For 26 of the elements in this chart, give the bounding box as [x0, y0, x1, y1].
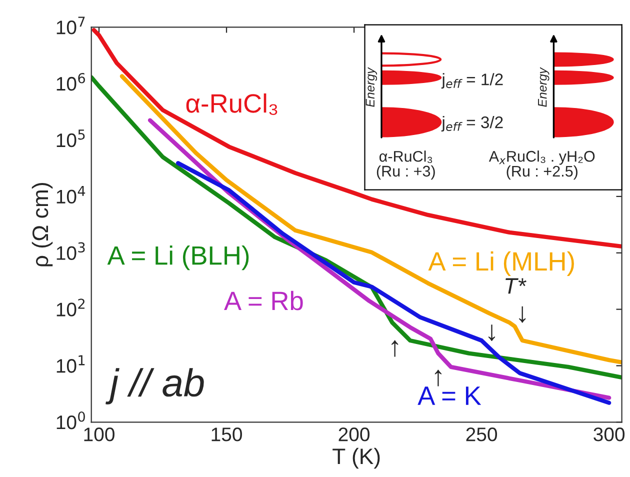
- x-tick-label: 200: [338, 428, 370, 442]
- y-tick-label: 10$^{1}$: [56, 355, 85, 373]
- annotation: ↓: [488, 324, 495, 342]
- series-label: A = Rb: [224, 290, 303, 310]
- annotation: j // ab: [106, 368, 204, 404]
- annotation: ↓: [519, 306, 526, 323]
- series-label: A = Li (BLH): [107, 245, 249, 270]
- annotation: T*: [506, 278, 526, 294]
- y-axis-title: ρ (Ω cm): [32, 183, 53, 266]
- y-tick-label: 10$^{2}$: [56, 298, 84, 316]
- x-tick-label: 250: [466, 428, 498, 442]
- y-tick-label: 10$^{5}$: [56, 130, 85, 148]
- x-axis-title: T (K): [332, 448, 380, 469]
- x-tick-label: 300: [594, 428, 625, 442]
- y-tick-label: 10$^{4}$: [56, 186, 86, 204]
- series-label: A = K: [418, 386, 482, 405]
- x-tick-label: 150: [212, 428, 242, 442]
- annotation: ↑: [392, 340, 398, 357]
- y-tick-label: 10$^{3}$: [56, 242, 85, 260]
- series-label: A = Li (MLH): [428, 251, 574, 276]
- y-tick-label: 10$^{7}$: [56, 16, 85, 34]
- x-tick-label: 100: [84, 428, 114, 442]
- legend-label: α-RuCl₃: [186, 93, 278, 115]
- y-tick-label: 10$^{6}$: [56, 72, 85, 91]
- y-tick-label: 10$^{0}$: [56, 411, 85, 430]
- annotation: ↑: [434, 370, 442, 386]
